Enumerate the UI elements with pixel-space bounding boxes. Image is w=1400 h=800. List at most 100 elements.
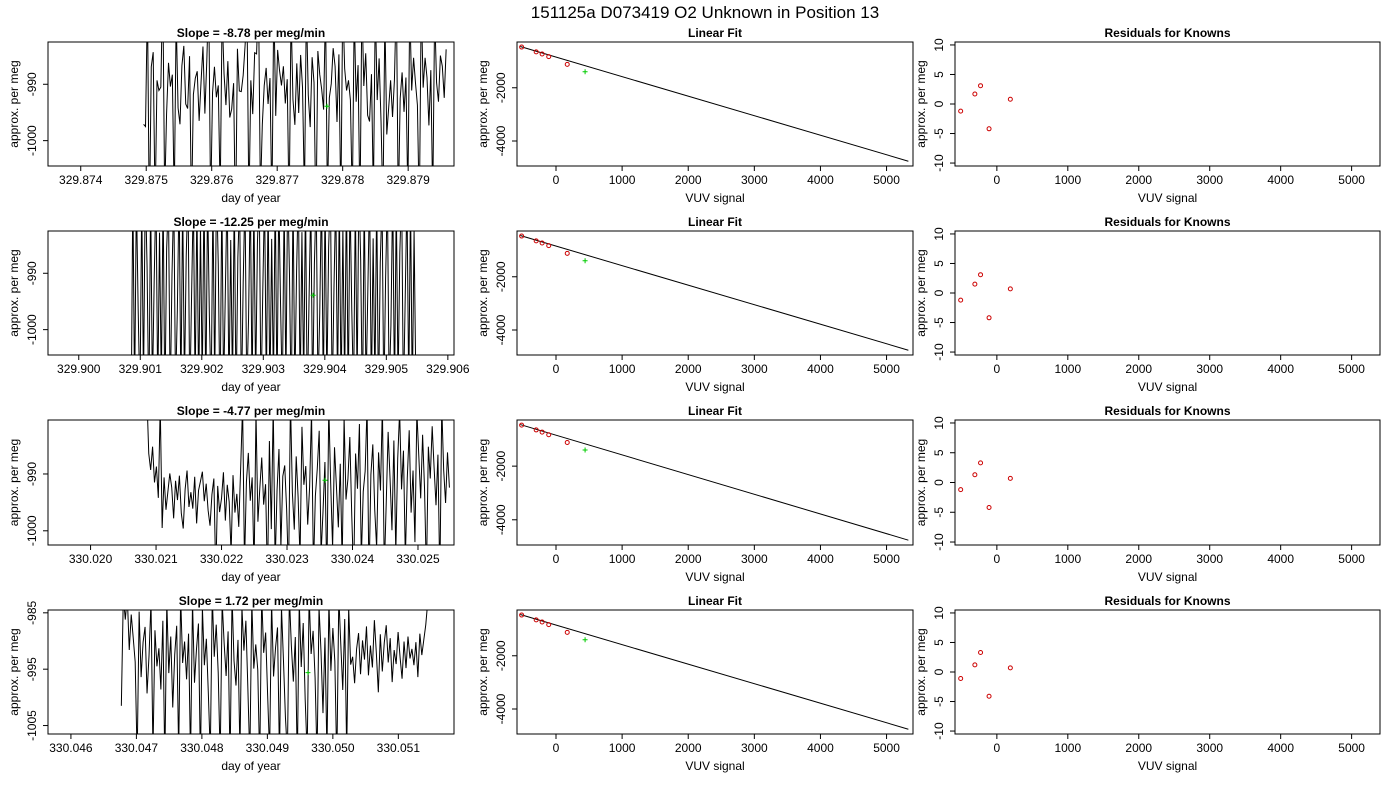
known-point [533,238,539,244]
x-tick-label: 330.047 [115,741,159,755]
known-point [546,622,552,628]
unknown-point [582,258,588,264]
x-tick-label: 1000 [1054,741,1081,755]
panel-title: Linear Fit [688,215,742,229]
trace-panel-3: Slope = -4.77 per meg/min 330.020 330.021 3… [7,404,455,584]
y-axis-label: approx. per meg [7,249,21,336]
x-tick-label: 330.021 [134,552,178,566]
x-tick-label: 5000 [873,362,900,376]
x-tick-label: 3000 [1196,362,1223,376]
x-tick-label: 4000 [1267,741,1294,755]
y-tick-label: -1000 [25,314,39,345]
x-tick-label: 329.874 [59,173,103,187]
x-tick-label: 5000 [1338,552,1365,566]
y-axis-label: approx. per meg [914,439,928,526]
figure-title: 151125a D073419 O2 Unknown in Position 1… [531,3,879,22]
panel-title: Slope = 1.72 per meg/min [179,594,323,608]
plot-frame [516,230,914,356]
residuals-panel-2: Residuals for Knowns 0 1000 2000 3000 4000 500… [914,215,1381,394]
x-tick-label: 329.877 [255,173,299,187]
residual-point [986,126,992,132]
known-point [519,233,525,239]
residual-point [972,662,978,668]
y-tick-label: -2000 [494,450,508,481]
x-tick-label: 0 [994,362,1001,376]
panel-title: Slope = -8.78 per meg/min [177,26,325,40]
x-tick-label: 329.901 [119,362,163,376]
y-tick-label: -5 [932,317,946,328]
y-tick-label: -990 [25,261,39,285]
y-tick-label: -5 [932,696,946,707]
y-tick-label: 5 [932,639,946,646]
y-axis-label: approx. per meg [476,439,490,526]
x-tick-label: 1000 [609,741,636,755]
x-tick-label: 0 [553,173,560,187]
panel-title: Residuals for Knowns [1104,26,1230,40]
x-tick-label: 3000 [1196,552,1223,566]
panel-title: Linear Fit [688,404,742,418]
y-tick-label: -990 [25,462,39,486]
plot-frame [47,230,455,356]
x-tick-label: 2000 [675,173,702,187]
trace-panel-2: Slope = -12.25 per meg/min 329.900 329.901… [7,215,470,394]
plot-frame [516,419,914,546]
y-tick-label: -1000 [25,125,39,156]
x-tick-label: 0 [994,173,1001,187]
unknown-point [582,69,588,75]
panel-title: Residuals for Knowns [1104,404,1230,418]
known-point [533,617,539,623]
residual-point [1007,96,1013,102]
x-tick-label: 5000 [1338,741,1365,755]
x-tick-label: 5000 [873,173,900,187]
known-point [539,51,545,57]
known-point [533,427,539,433]
fit-line [520,235,909,351]
unknown-marker [305,670,311,676]
residual-point [978,272,984,278]
x-axis-label: VUV signal [1138,380,1197,394]
x-axis-label: day of year [221,380,280,394]
plot-frame [47,41,455,167]
residual-point [1007,475,1013,481]
x-axis-label: VUV signal [1138,570,1197,584]
x-tick-label: 0 [553,552,560,566]
y-tick-label: 5 [932,260,946,267]
x-tick-label: 3000 [741,362,768,376]
residual-point [978,460,984,466]
panel-title: Linear Fit [688,594,742,608]
y-tick-label: -10 [932,533,946,551]
y-axis-label: approx. per meg [7,628,21,715]
x-tick-label: 4000 [1267,362,1294,376]
residual-point [986,505,992,510]
residual-point [972,472,978,478]
y-tick-label: -985 [25,600,39,624]
known-point [539,429,545,435]
residual-point [1007,286,1013,292]
residuals-panel-1: Residuals for Knowns 0 1000 2000 3000 4000 500… [914,26,1381,205]
x-tick-label: 330.050 [311,741,355,755]
residuals-panel-4: Residuals for Knowns 0 1000 2000 3000 4000 500… [914,594,1381,773]
known-point [546,243,552,249]
x-axis-label: day of year [221,191,280,205]
plot-area [958,650,1013,699]
y-tick-label: -10 [932,722,946,740]
plot-frame [516,41,914,167]
panel-title: Slope = -12.25 per meg/min [173,215,328,229]
fit-line [520,46,909,162]
x-tick-label: 5000 [873,552,900,566]
x-tick-label: 3000 [741,552,768,566]
x-tick-label: 4000 [807,362,834,376]
y-tick-label: 0 [932,100,946,107]
known-point [519,422,525,428]
y-tick-label: -4000 [494,125,508,156]
x-tick-label: 2000 [1125,552,1152,566]
y-axis-label: approx. per meg [7,60,21,147]
residual-point [986,693,992,699]
x-tick-label: 3000 [741,173,768,187]
x-tick-label: 330.046 [49,741,93,755]
y-tick-label: 10 [932,416,946,430]
y-tick-label: 10 [932,38,946,52]
plot-area [143,42,447,166]
fit-panel-4: Linear Fit 0 1000 2000 3000 4000 5000 -2000 -400… [476,594,914,773]
